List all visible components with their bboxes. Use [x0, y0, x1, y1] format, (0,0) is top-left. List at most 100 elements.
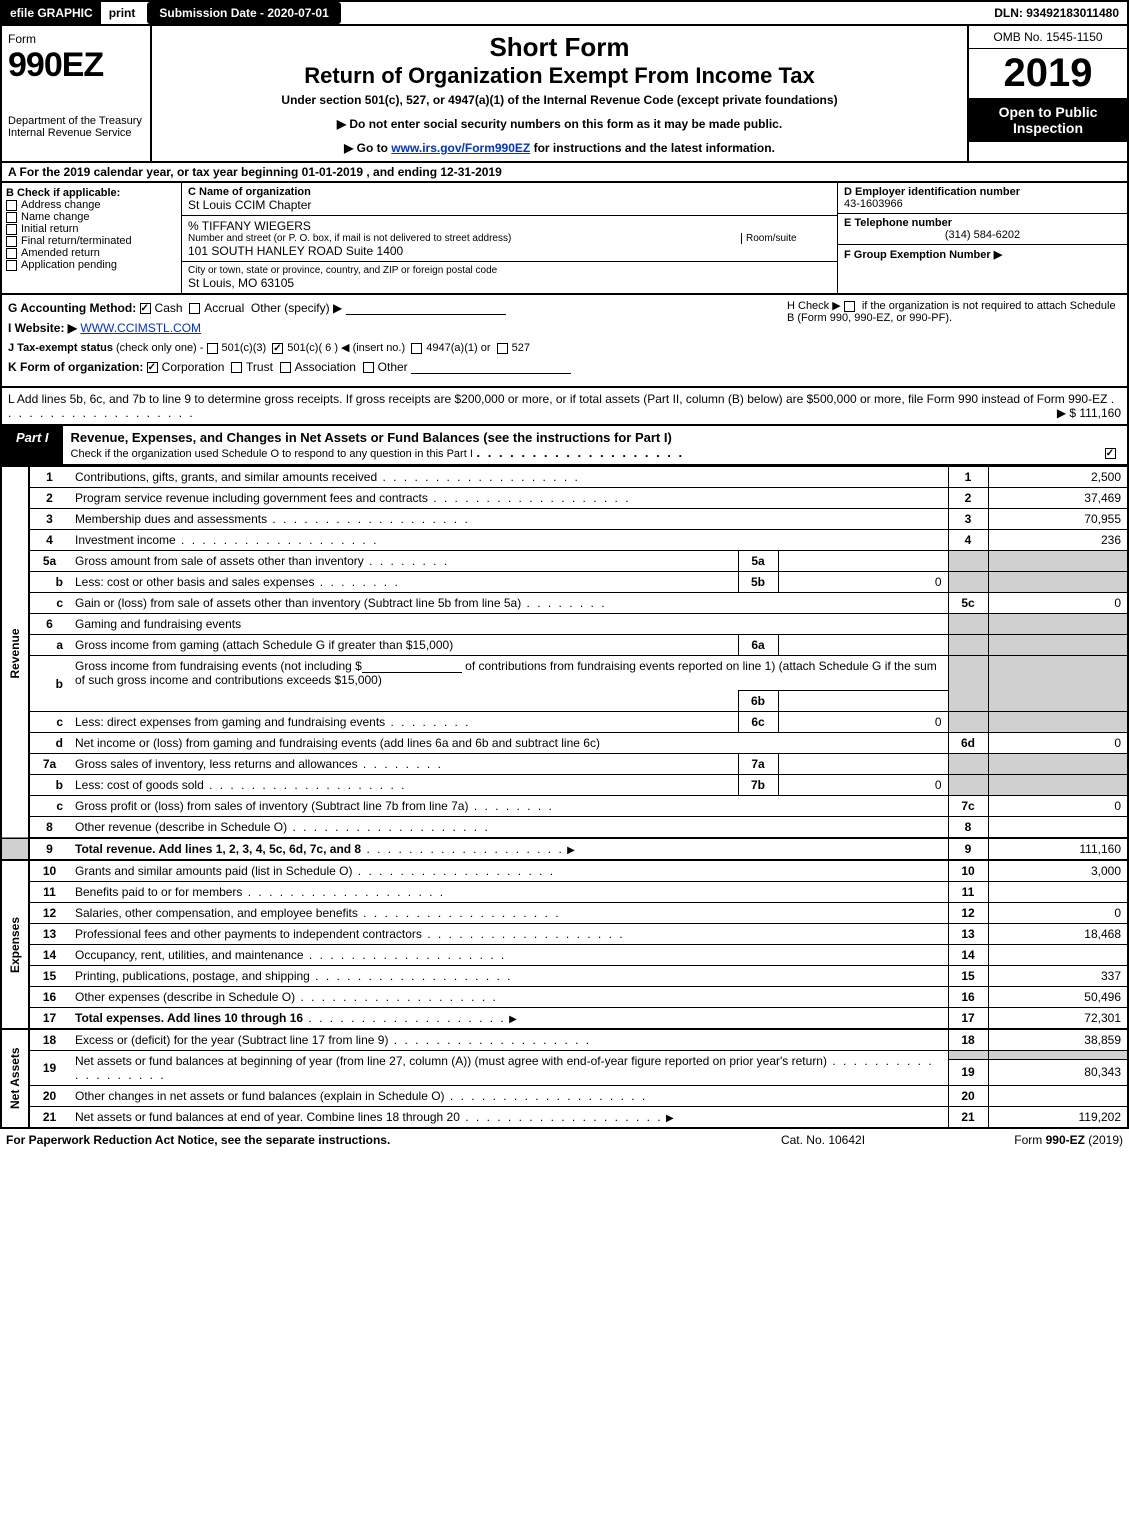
- note-ssn: ▶ Do not enter social security numbers o…: [158, 117, 961, 131]
- chk-501c3[interactable]: [207, 343, 218, 354]
- submission-date: Submission Date - 2020-07-01: [147, 2, 340, 24]
- org-name-label: C Name of organization: [188, 186, 831, 198]
- val-2: 37,469: [988, 488, 1128, 509]
- chk-initial-return[interactable]: [6, 224, 17, 235]
- org-name: St Louis CCIM Chapter: [188, 198, 831, 212]
- street-value: 101 SOUTH HANLEY ROAD Suite 1400: [188, 244, 831, 258]
- chk-final-return[interactable]: [6, 236, 17, 247]
- city-label: City or town, state or province, country…: [188, 265, 831, 276]
- val-18: 38,859: [988, 1029, 1128, 1051]
- part1-title: Revenue, Expenses, and Changes in Net As…: [63, 426, 1097, 464]
- footer-notice: For Paperwork Reduction Act Notice, see …: [6, 1133, 723, 1147]
- part1-header: Part I Revenue, Expenses, and Changes in…: [0, 426, 1129, 466]
- val-5c: 0: [988, 593, 1128, 614]
- col-c-org: C Name of organization St Louis CCIM Cha…: [182, 183, 837, 293]
- val-19: 80,343: [988, 1059, 1128, 1085]
- val-8: [988, 817, 1128, 839]
- omb-number: OMB No. 1545-1150: [969, 26, 1127, 49]
- input-6b-contrib[interactable]: [362, 659, 462, 673]
- val-4: 236: [988, 530, 1128, 551]
- other-specify-input[interactable]: [346, 301, 506, 315]
- chk-other-org[interactable]: [363, 362, 374, 373]
- chk-address-change[interactable]: [6, 200, 17, 211]
- val-3: 70,955: [988, 509, 1128, 530]
- title-main: Return of Organization Exempt From Incom…: [158, 63, 961, 89]
- dept-line2: Internal Revenue Service: [8, 127, 144, 139]
- page-footer: For Paperwork Reduction Act Notice, see …: [0, 1129, 1129, 1151]
- val-15: 337: [988, 966, 1128, 987]
- footer-catno: Cat. No. 10642I: [723, 1133, 923, 1147]
- lines-table: Revenue 1 Contributions, gifts, grants, …: [0, 466, 1129, 1129]
- sidelabel-expenses: Expenses: [1, 860, 29, 1029]
- row-l: L Add lines 5b, 6c, and 7b to line 9 to …: [0, 388, 1129, 426]
- print-button[interactable]: print: [101, 2, 144, 24]
- irs-link[interactable]: www.irs.gov/Form990EZ: [391, 141, 530, 155]
- dln-value: DLN: 93492183011480: [986, 2, 1127, 24]
- website-link[interactable]: WWW.CCIMSTL.COM: [80, 321, 201, 335]
- val-6b: [778, 691, 948, 712]
- footer-form: Form 990-EZ (2019): [923, 1133, 1123, 1147]
- other-org-input[interactable]: [411, 360, 571, 374]
- chk-application-pending[interactable]: [6, 260, 17, 271]
- form-number: 990EZ: [8, 46, 144, 85]
- col-b-heading: B Check if applicable:: [6, 187, 177, 199]
- val-6d: 0: [988, 733, 1128, 754]
- val-6c: 0: [778, 712, 948, 733]
- chk-4947[interactable]: [411, 343, 422, 354]
- chk-schedule-o-part1[interactable]: [1105, 448, 1116, 459]
- chk-accrual[interactable]: [189, 303, 200, 314]
- ein-value: 43-1603966: [844, 198, 1121, 210]
- form-label: Form: [8, 32, 144, 46]
- sec-j: J Tax-exempt status (check only one) - 5…: [8, 341, 1121, 354]
- part1-tab: Part I: [2, 426, 63, 464]
- val-9: 111,160: [988, 838, 1128, 860]
- val-14: [988, 945, 1128, 966]
- val-5b: 0: [778, 572, 948, 593]
- org-info-grid: B Check if applicable: Address change Na…: [0, 183, 1129, 295]
- sidelabel-netassets: Net Assets: [1, 1029, 29, 1128]
- chk-corporation[interactable]: [147, 362, 158, 373]
- sidelabel-revenue: Revenue: [1, 467, 29, 839]
- chk-amended-return[interactable]: [6, 248, 17, 259]
- title-sub: Under section 501(c), 527, or 4947(a)(1)…: [158, 93, 961, 107]
- form-header: Form 990EZ Department of the Treasury In…: [0, 24, 1129, 163]
- val-7b: 0: [778, 775, 948, 796]
- group-exemption-label: F Group Exemption Number ▶: [844, 248, 1121, 261]
- val-17: 72,301: [988, 1008, 1128, 1030]
- chk-name-change[interactable]: [6, 212, 17, 223]
- col-def: D Employer identification number 43-1603…: [837, 183, 1127, 293]
- chk-501c[interactable]: [272, 343, 283, 354]
- title-short-form: Short Form: [158, 32, 961, 63]
- row-a-tax-year: A For the 2019 calendar year, or tax yea…: [0, 163, 1129, 183]
- val-12: 0: [988, 903, 1128, 924]
- val-7a: [778, 754, 948, 775]
- val-10: 3,000: [988, 860, 1128, 882]
- val-16: 50,496: [988, 987, 1128, 1008]
- phone-value: (314) 584-6202: [844, 229, 1121, 241]
- top-bar: efile GRAPHIC print Submission Date - 20…: [0, 0, 1129, 24]
- chk-schedule-b[interactable]: [844, 301, 855, 312]
- chk-association[interactable]: [280, 362, 291, 373]
- tax-year: 2019: [969, 49, 1127, 98]
- street-label: Number and street (or P. O. box, if mail…: [188, 233, 741, 244]
- val-11: [988, 882, 1128, 903]
- care-of: % TIFFANY WIEGERS: [188, 219, 831, 233]
- phone-label: E Telephone number: [844, 217, 1121, 229]
- room-label: Room/suite: [741, 233, 831, 244]
- chk-trust[interactable]: [231, 362, 242, 373]
- val-6a: [778, 635, 948, 656]
- note-goto: ▶ Go to www.irs.gov/Form990EZ for instru…: [158, 141, 961, 155]
- chk-cash[interactable]: [140, 303, 151, 314]
- efile-label: efile GRAPHIC: [2, 2, 101, 24]
- col-b-checkboxes: B Check if applicable: Address change Na…: [2, 183, 182, 293]
- chk-527[interactable]: [497, 343, 508, 354]
- val-20: [988, 1086, 1128, 1107]
- sec-k: K Form of organization: Corporation Trus…: [8, 360, 1121, 374]
- val-13: 18,468: [988, 924, 1128, 945]
- val-1: 2,500: [988, 467, 1128, 488]
- city-value: St Louis, MO 63105: [188, 276, 831, 290]
- val-21: 119,202: [988, 1107, 1128, 1129]
- open-to-public: Open to Public Inspection: [969, 98, 1127, 142]
- val-7c: 0: [988, 796, 1128, 817]
- gross-receipts: ▶ $ 111,160: [1057, 406, 1121, 420]
